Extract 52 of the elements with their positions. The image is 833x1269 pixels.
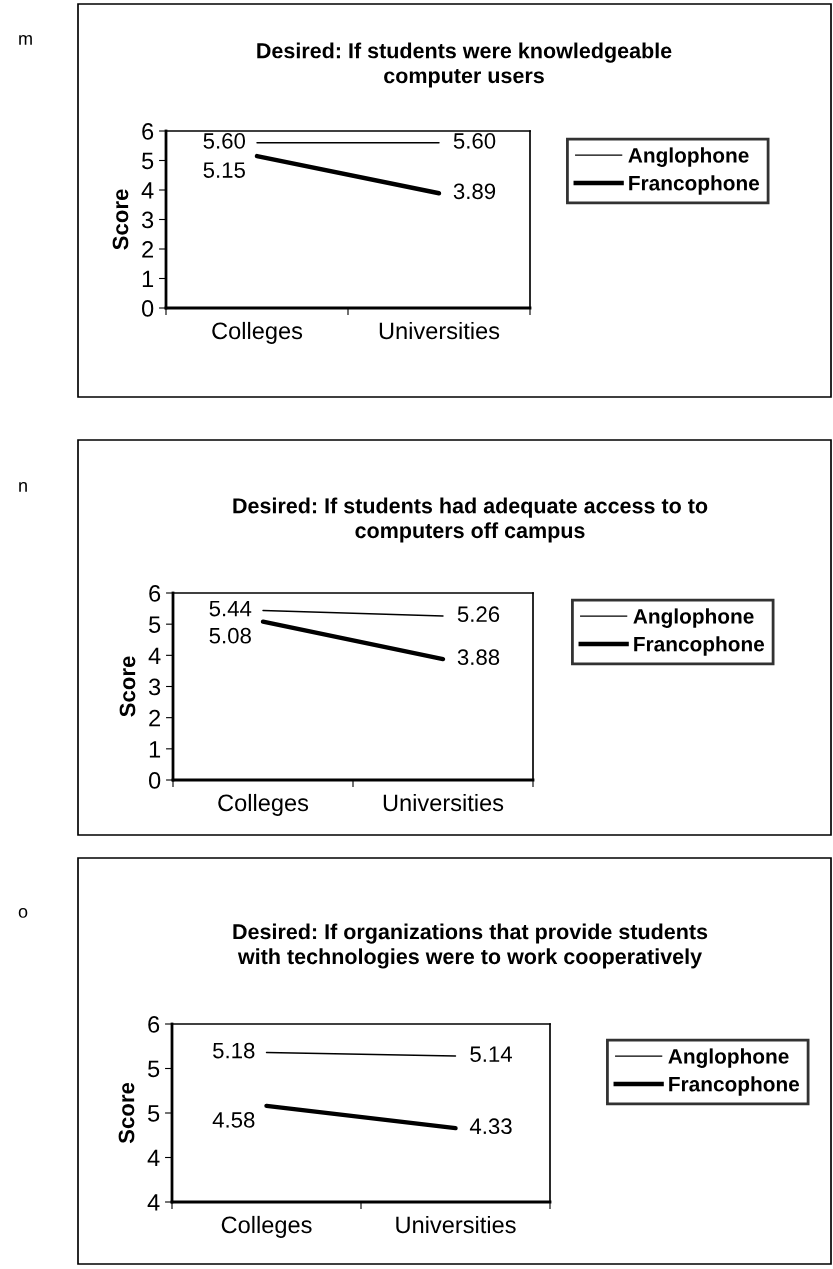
y-tick-label: 2 xyxy=(142,241,154,258)
y-tick-label: 4 xyxy=(147,1194,160,1211)
y-tick-label: 5 xyxy=(142,152,154,170)
data-label: 5.26 xyxy=(457,606,500,623)
chart-title: Desired: If students had adequate access to to computers off campus xyxy=(233,497,708,543)
y-axis-title: Score xyxy=(118,1082,135,1144)
text: o xyxy=(18,907,28,918)
data-label: 5.15 xyxy=(203,162,245,178)
data-label: 5.08 xyxy=(209,627,251,644)
y-tick-label: 5 xyxy=(148,1105,160,1122)
y-tick-label: 2 xyxy=(149,709,161,727)
data-label: 5.44 xyxy=(209,600,252,617)
y-tick-label: 5 xyxy=(148,1060,160,1078)
x-tick-label: Colleges xyxy=(221,1215,312,1238)
legend-label: Francophone xyxy=(669,1076,800,1096)
y-tick-label: 1 xyxy=(149,741,161,758)
legend-label: Anglophone xyxy=(668,1048,789,1068)
legend-label: Anglophone xyxy=(633,608,754,628)
y-tick-label: 3 xyxy=(148,678,161,696)
data-label: 3.89 xyxy=(453,183,496,200)
y-tick-label: 4 xyxy=(147,1149,160,1167)
y-axis-title: Score xyxy=(119,656,136,717)
text: n xyxy=(19,481,27,492)
x-tick-label: Universities xyxy=(396,1215,516,1234)
legend-label: Francophone xyxy=(634,636,765,656)
text: m xyxy=(19,34,32,45)
y-tick-label: 6 xyxy=(149,585,161,602)
x-tick-label: Universities xyxy=(383,793,504,812)
y-axis-title: Score xyxy=(112,189,129,250)
y-tick-label: 6 xyxy=(142,123,154,140)
legend-label: Anglophone xyxy=(628,147,749,167)
chart-title: Desired: If students were knowledgeable computer users xyxy=(257,42,672,88)
y-tick-label: 4 xyxy=(141,182,154,199)
data-label: 3.88 xyxy=(457,649,500,666)
y-tick-label: 0 xyxy=(148,772,161,789)
y-tick-label: 6 xyxy=(148,1016,160,1033)
data-label: 5.18 xyxy=(213,1042,255,1059)
data-label: 5.14 xyxy=(470,1046,512,1063)
data-label: 5.60 xyxy=(453,133,496,149)
chart-title: Desired: If organizations that provide students with technologies were to work cooperatively xyxy=(233,923,708,969)
data-label: 4.58 xyxy=(212,1112,255,1128)
data-label: 4.33 xyxy=(469,1118,512,1135)
x-tick-label: Colleges xyxy=(212,321,303,344)
x-tick-label: Universities xyxy=(379,321,500,340)
legend-label: Francophone xyxy=(629,175,760,195)
y-tick-label: 3 xyxy=(141,211,154,229)
y-tick-label: 0 xyxy=(141,300,154,317)
data-label: 5.60 xyxy=(203,133,246,149)
x-tick-label: Colleges xyxy=(218,793,309,816)
y-tick-label: 1 xyxy=(142,270,154,288)
y-tick-label: 5 xyxy=(149,616,161,633)
y-tick-label: 4 xyxy=(148,647,161,664)
